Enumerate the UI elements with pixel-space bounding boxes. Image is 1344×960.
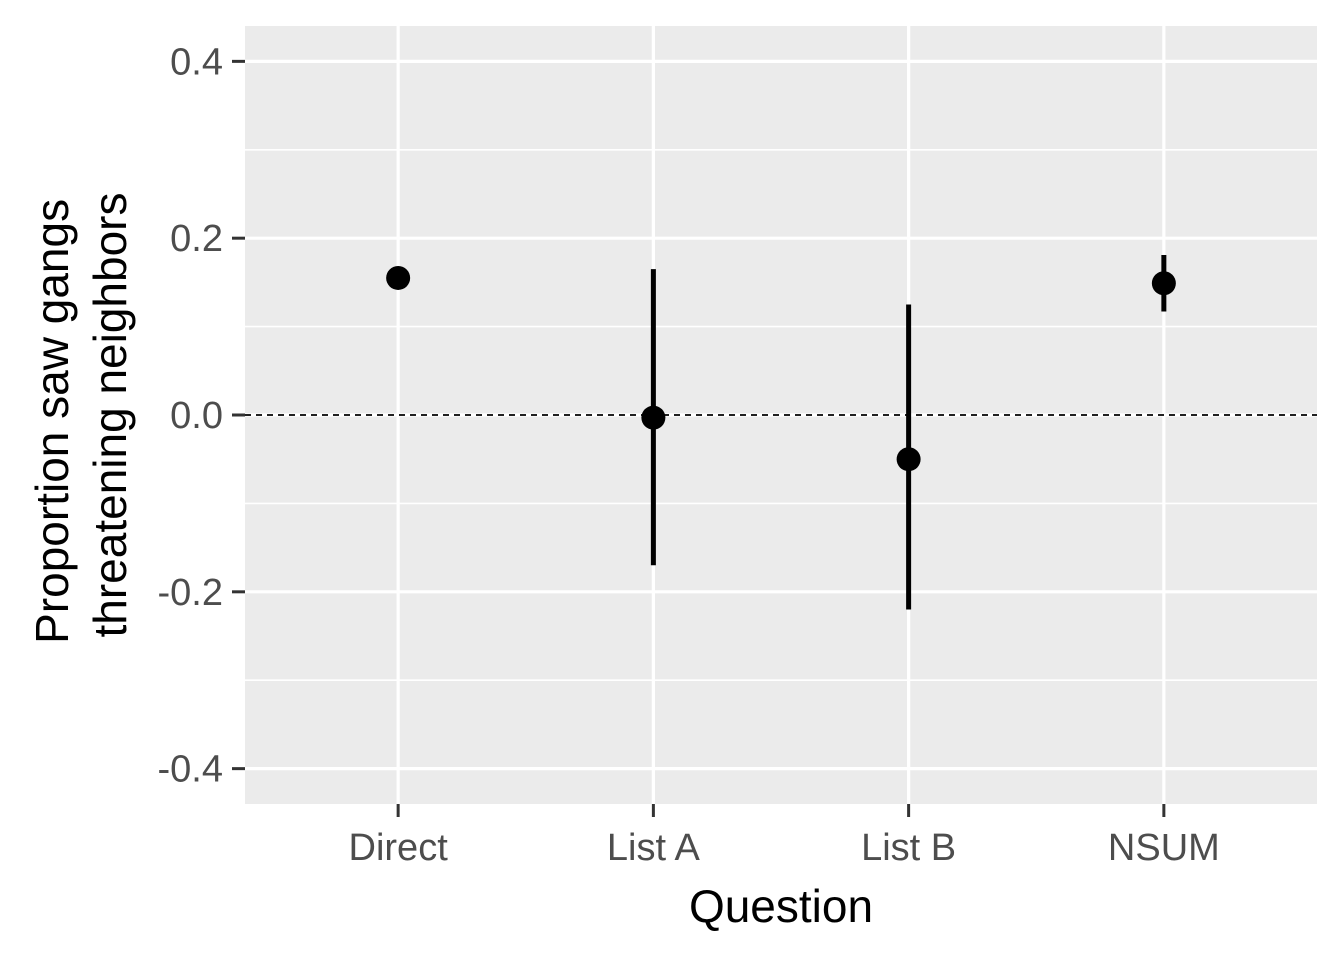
- y-tick-label: -0.4: [158, 749, 223, 791]
- x-tick-label: Direct: [349, 827, 449, 869]
- data-points: [386, 265, 1176, 472]
- x-tick-label: List A: [607, 827, 701, 869]
- x-axis-ticks: Direct List A List B NSUM: [349, 804, 1220, 869]
- y-axis-ticks: 0.4 0.2 0.0 -0.2 -0.4: [158, 41, 245, 791]
- y-tick-label: 0.0: [170, 395, 223, 437]
- y-tick-label: 0.4: [170, 41, 223, 83]
- data-point: [641, 405, 666, 430]
- data-point: [1151, 271, 1176, 296]
- data-point: [896, 447, 921, 472]
- data-point: [386, 265, 411, 290]
- y-axis-title-line-2: threatening neighbors: [84, 193, 136, 638]
- minor-gridlines: [245, 148, 1317, 682]
- x-axis-title: Question: [689, 880, 873, 932]
- x-tick-label: List B: [861, 827, 956, 869]
- y-axis-title: Proportion saw gangs threatening neighbo…: [26, 186, 136, 644]
- y-tick-label: -0.2: [158, 572, 223, 614]
- x-tick-label: NSUM: [1108, 827, 1220, 869]
- y-axis-title-line-1: Proportion saw gangs: [26, 199, 78, 644]
- y-tick-label: 0.2: [170, 218, 223, 260]
